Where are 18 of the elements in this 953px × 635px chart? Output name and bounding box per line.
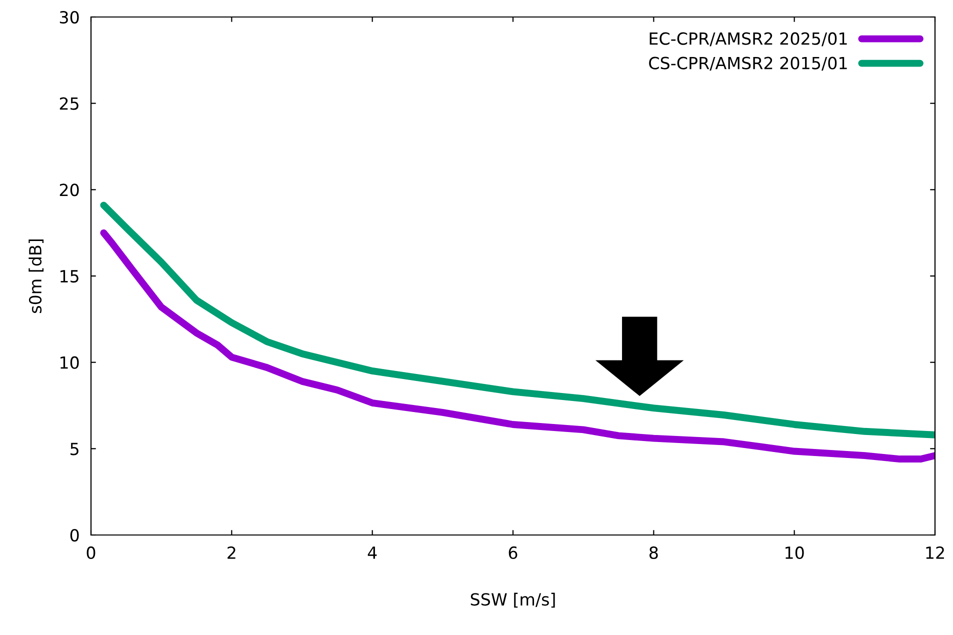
y-tick-label: 20	[60, 184, 79, 196]
y-tick-label: 10	[60, 356, 79, 369]
x-tick-label: 12	[926, 546, 944, 559]
x-tick-label: 10	[786, 546, 804, 560]
y-axis-title: s0m [dB]	[28, 240, 44, 314]
x-tick-label: 6	[508, 546, 518, 560]
x-tick-label: 4	[368, 546, 377, 559]
x-tick-label: 8	[649, 546, 658, 560]
y-tick-label: 15	[60, 270, 78, 283]
y-tick-label: 0	[70, 528, 79, 542]
x-axis-title: SSW [m/s]	[470, 592, 555, 608]
y-tick-label: 25	[60, 97, 78, 110]
y-tick-label: 5	[70, 442, 78, 456]
y-tick-label: 30	[60, 10, 79, 24]
legend-label: CS-CPR/AMSR2 2015/01	[649, 56, 847, 71]
legend-label: EC-CPR/AMSR2 2025/01	[650, 32, 847, 46]
x-tick-label: 2	[228, 546, 236, 559]
x-tick-label: 0	[86, 546, 96, 560]
